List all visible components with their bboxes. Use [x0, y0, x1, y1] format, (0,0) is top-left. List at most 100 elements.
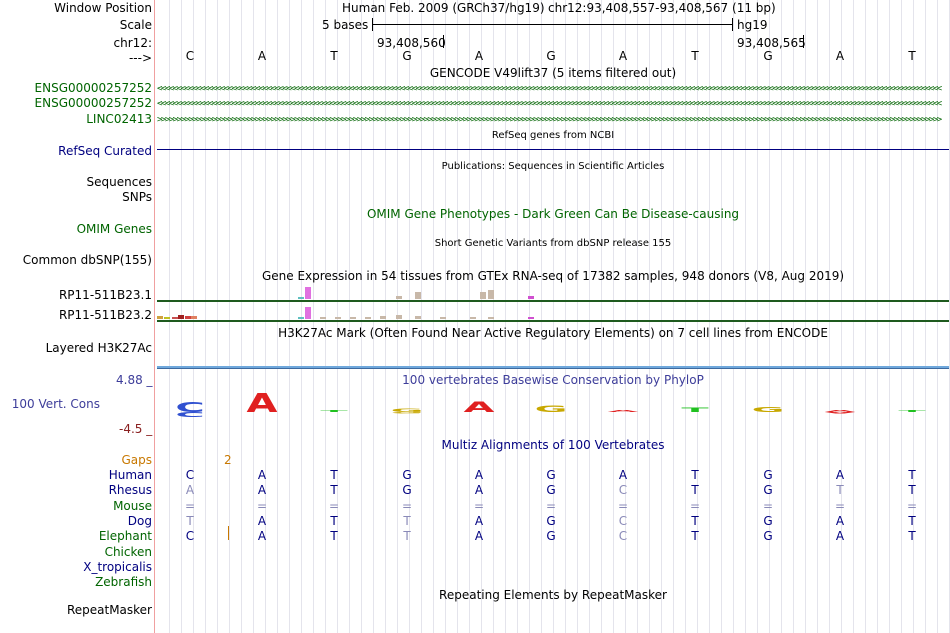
repeatmasker-label[interactable]: RepeatMasker: [66, 603, 152, 617]
strand-label: --->: [128, 51, 152, 65]
alignment-base: T: [186, 514, 194, 528]
gtex-bar[interactable]: [480, 292, 486, 299]
refseq-line[interactable]: [157, 149, 949, 150]
gtex-bar[interactable]: [396, 315, 402, 319]
grid-line: [373, 0, 374, 633]
species-label[interactable]: Human: [108, 468, 152, 482]
species-label[interactable]: Chicken: [104, 545, 152, 559]
gtex-bar[interactable]: [298, 317, 304, 319]
alignment-base: =: [689, 499, 701, 513]
gtex-bar[interactable]: [488, 317, 494, 319]
dbsnp-label[interactable]: Common dbSNP(155): [22, 253, 152, 267]
gencode-item-strand[interactable]: >>>>>>>>>>>>>>>>>>>>>>>>>>>>>>>>>>>>>>>>…: [157, 116, 942, 125]
gaps-label[interactable]: Gaps: [121, 453, 152, 467]
gtex-bar[interactable]: [415, 292, 421, 299]
omim-label[interactable]: OMIM Genes: [76, 222, 152, 236]
gencode-item-strand[interactable]: <<<<<<<<<<<<<<<<<<<<<<<<<<<<<<<<<<<<<<<<…: [157, 100, 942, 109]
phylop-title[interactable]: 100 vertebrates Basewise Conservation by…: [402, 373, 704, 387]
gtex-bar[interactable]: [298, 297, 304, 299]
h3k27ac-signal-edge: [157, 368, 949, 369]
gtex-bar[interactable]: [365, 317, 371, 319]
gtex-gene-label[interactable]: RP11-511B23.1: [58, 288, 152, 302]
species-label[interactable]: Zebrafish: [95, 575, 152, 589]
alignment-base: C: [185, 468, 195, 482]
phylop-label[interactable]: 100 Vert. Cons: [11, 397, 100, 411]
gtex-gene-label[interactable]: RP11-511B23.2: [58, 308, 152, 322]
species-label[interactable]: Rhesus: [108, 483, 152, 497]
grid-line: [421, 0, 422, 633]
gap-marker: [228, 526, 229, 540]
dbsnp-title[interactable]: Short Genetic Variants from dbSNP releas…: [434, 238, 672, 249]
h3k27ac-label[interactable]: Layered H3K27Ac: [45, 341, 152, 355]
repeatmasker-title[interactable]: Repeating Elements by RepeatMasker: [439, 588, 667, 602]
gencode-title[interactable]: GENCODE V49lift37 (5 items filtered out): [429, 66, 677, 80]
label-divider: [154, 0, 155, 633]
chrom-label: chr12:: [113, 36, 152, 50]
h3k27ac-signal[interactable]: [157, 366, 949, 368]
omim-title[interactable]: OMIM Gene Phenotypes - Dark Green Can Be…: [366, 207, 740, 221]
alignment-base: G: [763, 468, 773, 482]
base-letter: T: [330, 49, 338, 63]
gtex-bar[interactable]: [172, 317, 178, 319]
alignment-base: A: [257, 529, 267, 543]
snps-label[interactable]: SNPs: [122, 190, 152, 204]
gtex-bar[interactable]: [185, 316, 191, 319]
gencode-item-label[interactable]: ENSG00000257252: [34, 81, 152, 95]
grid-line: [205, 0, 206, 633]
alignment-base: T: [403, 514, 411, 528]
grid-line: [337, 0, 338, 633]
gaps-value: 2: [224, 453, 232, 467]
gtex-title[interactable]: Gene Expression in 54 tissues from GTEx …: [261, 269, 845, 283]
gtex-bar[interactable]: [157, 316, 163, 319]
gtex-bar[interactable]: [350, 317, 356, 319]
gtex-bar[interactable]: [470, 317, 476, 319]
gtex-bar[interactable]: [380, 316, 386, 319]
species-label[interactable]: Elephant: [98, 529, 152, 543]
alignment-base: T: [691, 483, 699, 497]
grid-line: [229, 0, 230, 633]
species-label[interactable]: X_tropicalis: [83, 560, 152, 574]
alignment-base: C: [618, 529, 628, 543]
gencode-item-strand[interactable]: <<<<<<<<<<<<<<<<<<<<<<<<<<<<<<<<<<<<<<<<…: [157, 85, 942, 94]
species-label[interactable]: Dog: [127, 514, 152, 528]
refseq-title[interactable]: RefSeq genes from NCBI: [491, 130, 615, 141]
gtex-bar[interactable]: [335, 317, 341, 319]
base-letter: A: [618, 49, 628, 63]
alignment-base: A: [185, 483, 195, 497]
base-letter: T: [691, 49, 699, 63]
gtex-bar[interactable]: [305, 287, 311, 299]
gtex-bar[interactable]: [396, 296, 402, 299]
grid-line: [877, 0, 878, 633]
gtex-bar[interactable]: [320, 317, 326, 319]
phylop-logo-letter: C: [175, 400, 204, 415]
grid-line: [673, 0, 674, 633]
phylop-logo[interactable]: CC A T GG A G A T G AA T: [0, 390, 950, 425]
gtex-bar[interactable]: [178, 315, 184, 319]
gtex-bar[interactable]: [164, 317, 170, 319]
sequences-label[interactable]: Sequences: [86, 175, 152, 189]
multiz-title[interactable]: Multiz Alignments of 100 Vertebrates: [441, 438, 665, 452]
gtex-bar[interactable]: [415, 316, 421, 319]
grid-line: [793, 0, 794, 633]
alignment-base: T: [908, 483, 916, 497]
gtex-bar[interactable]: [528, 296, 534, 299]
gtex-bar[interactable]: [191, 316, 197, 319]
gencode-item-label[interactable]: ENSG00000257252: [34, 96, 152, 110]
grid-line: [589, 0, 590, 633]
alignment-base: A: [257, 514, 267, 528]
alignment-base: A: [835, 529, 845, 543]
alignment-base: G: [546, 529, 556, 543]
publications-title[interactable]: Publications: Sequences in Scientific Ar…: [441, 161, 665, 172]
gtex-bar[interactable]: [305, 307, 311, 319]
phylop-logo-letter: T: [320, 409, 348, 412]
gtex-bar[interactable]: [488, 290, 494, 299]
base-letter: G: [402, 49, 412, 63]
gtex-bar[interactable]: [440, 317, 446, 319]
refseq-label[interactable]: RefSeq Curated: [58, 144, 152, 158]
gtex-bar[interactable]: [528, 317, 534, 319]
species-label[interactable]: Mouse: [113, 499, 152, 513]
h3k27ac-title[interactable]: H3K27Ac Mark (Often Found Near Active Re…: [278, 326, 828, 340]
gencode-item-label[interactable]: LINC02413: [86, 112, 152, 126]
grid-line: [325, 0, 326, 633]
